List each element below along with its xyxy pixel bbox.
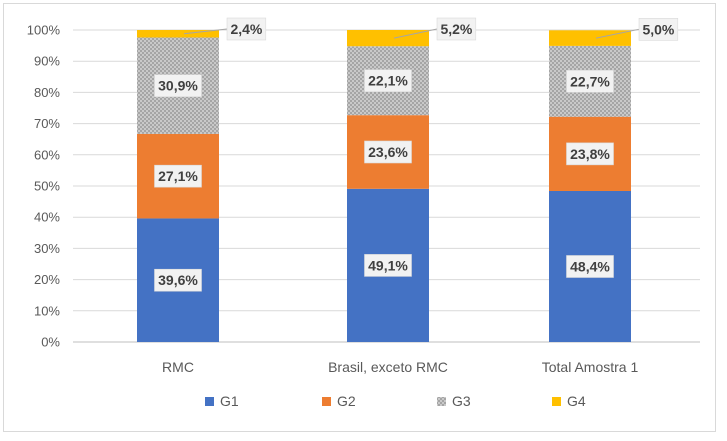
data-label-box [154,164,202,188]
data-label: 49,1% [368,257,408,273]
data-label: 30,9% [158,78,198,94]
y-tick-label: 30% [34,241,60,256]
data-label-box [638,18,679,41]
data-label-box [154,74,202,97]
bar-segment-g4 [137,30,219,38]
legend-label: G3 [452,393,471,409]
data-label-box [226,17,267,41]
legend-swatch-g4 [552,397,561,406]
data-label-box [154,268,202,292]
legend-label: G4 [567,393,586,409]
data-label: 22,7% [570,73,610,89]
y-tick-label: 100% [27,23,61,38]
legend-label: G1 [220,393,239,409]
x-category-label: Total Amostra 1 [542,359,639,375]
x-category-label: Brasil, exceto RMC [328,359,448,375]
bar-segment-g4 [347,30,429,47]
data-label-box [436,17,477,41]
data-label: 23,8% [570,146,610,162]
y-tick-label: 20% [34,272,60,287]
y-tick-label: 0% [41,335,60,350]
callout-line [393,28,438,39]
data-label-box [364,140,412,164]
legend-swatch-g3 [437,397,446,406]
data-label-box [566,255,614,278]
y-tick-label: 50% [34,179,60,194]
data-label: 2,4% [230,21,262,37]
data-label-box [566,70,614,93]
legend-swatch-g2 [322,397,331,406]
bar-segment-g4 [549,30,631,46]
data-label: 5,0% [642,21,674,37]
data-label-box [566,142,614,166]
legend-swatch-g1 [205,397,214,406]
y-tick-label: 10% [34,303,60,318]
callout-line [183,28,228,35]
legend-label: G2 [337,393,356,409]
data-label: 27,1% [158,168,198,184]
y-tick-label: 70% [34,116,60,131]
y-tick-label: 60% [34,147,60,162]
callout-line [595,28,640,39]
data-labels: 39,6% 27,1% 30,9% 2,4% 49,1% 23,6% 22,1% 5,2% 48… [154,17,679,292]
data-label-box [364,69,412,92]
y-tick-label: 40% [34,210,60,225]
data-label: 39,6% [158,272,198,288]
y-tick-label: 80% [34,85,60,100]
data-label: 5,2% [440,21,472,37]
data-label: 22,1% [368,73,408,89]
x-category-label: RMC [162,359,194,375]
y-tick-label: 90% [34,54,60,69]
data-label: 23,6% [368,144,408,160]
y-axis: 0% 10% 20% 30% 40% 50% 60% 70% 80% 90% 100% [27,23,61,350]
legend: G1 G2 G3 G4 [205,393,586,409]
data-label-box [364,254,412,277]
x-axis: RMC Brasil, exceto RMC Total Amostra 1 [162,359,638,375]
data-label: 48,4% [570,258,610,274]
